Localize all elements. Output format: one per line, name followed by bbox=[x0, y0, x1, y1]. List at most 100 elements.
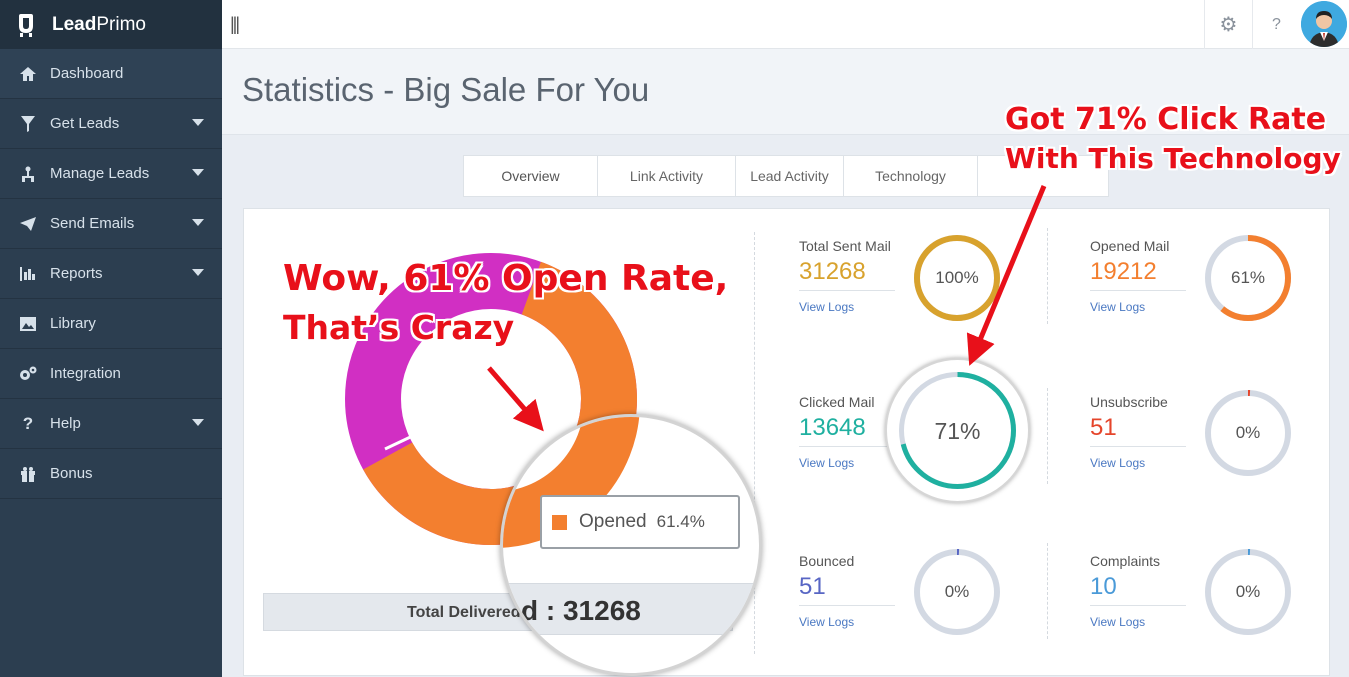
stat-value: 10 bbox=[1090, 573, 1186, 606]
chevron-down-icon bbox=[192, 219, 204, 226]
sidebar-item-send-emails[interactable]: Send Emails bbox=[0, 199, 222, 249]
column-divider bbox=[1047, 388, 1048, 484]
ring-gauge bbox=[1205, 235, 1291, 321]
sidebar-item-integration[interactable]: Integration bbox=[0, 349, 222, 399]
sidebar-item-help[interactable]: ? Help bbox=[0, 399, 222, 449]
view-logs-link[interactable]: View Logs bbox=[1090, 300, 1146, 314]
stat-complaints: Complaints 10 View Logs bbox=[1090, 553, 1186, 629]
sidebar-item-label: Reports bbox=[50, 265, 103, 282]
view-logs-link[interactable]: View Logs bbox=[799, 615, 855, 629]
sidebar-item-label: Library bbox=[50, 315, 96, 332]
total-delivered-label: Total Delivered bbox=[407, 604, 521, 621]
donut-slice-separator bbox=[384, 397, 492, 451]
user-avatar-icon bbox=[1301, 1, 1347, 47]
sidebar: LeadPrimo Dashboard Get Leads Manage Leads… bbox=[0, 0, 222, 677]
view-logs-link[interactable]: View Logs bbox=[1090, 456, 1146, 470]
paper-plane-icon bbox=[18, 215, 38, 233]
zoomed-total-bar: d : 31268 bbox=[503, 583, 759, 635]
stat-value: 51 bbox=[1090, 414, 1186, 447]
gear-icon: ⚙ bbox=[1219, 14, 1238, 36]
sidebar-item-label: Dashboard bbox=[50, 65, 124, 82]
view-logs-link[interactable]: View Logs bbox=[799, 300, 855, 314]
stat-label: Complaints bbox=[1090, 553, 1161, 569]
column-divider bbox=[1047, 543, 1048, 639]
ring-percent: 100% bbox=[935, 268, 979, 287]
help-button[interactable]: ? bbox=[1252, 0, 1300, 49]
sidebar-item-label: Manage Leads bbox=[50, 165, 150, 182]
sidebar-item-library[interactable]: Library bbox=[0, 299, 222, 349]
sidebar-item-dashboard[interactable]: Dashboard bbox=[0, 49, 222, 99]
chart-tooltip: Opened 61.4% bbox=[540, 495, 740, 549]
ring-progress-arc bbox=[1205, 549, 1291, 635]
column-divider bbox=[754, 232, 755, 654]
magnet-logo-icon bbox=[19, 13, 33, 37]
stat-label: Total Sent Mail bbox=[799, 238, 891, 254]
gift-icon bbox=[18, 465, 38, 483]
clicked-magnifier bbox=[885, 358, 1030, 503]
sidebar-item-bonus[interactable]: Bonus bbox=[0, 449, 222, 499]
chevron-down-icon bbox=[192, 269, 204, 276]
stat-label: Clicked Mail bbox=[799, 394, 875, 410]
total-delivered-value: d : 31268 bbox=[521, 595, 641, 626]
ring-complaints: 0% bbox=[1205, 549, 1291, 635]
annotation-open-rate: Wow, 61% Open Rate, bbox=[283, 258, 729, 299]
chevron-down-icon bbox=[192, 169, 204, 176]
ring-progress-arc bbox=[914, 549, 1000, 635]
sidebar-item-reports[interactable]: Reports bbox=[0, 249, 222, 299]
menu-toggle-button[interactable]: ||| bbox=[230, 14, 240, 34]
tooltip-label: Opened bbox=[579, 511, 647, 532]
ring-opened: 61% bbox=[1205, 235, 1291, 321]
ring-progress-arc bbox=[1205, 235, 1291, 321]
question-icon: ? bbox=[22, 413, 34, 433]
topbar: ||| ⚙ ? bbox=[222, 0, 1349, 49]
view-logs-link[interactable]: View Logs bbox=[799, 456, 855, 470]
column-divider bbox=[1047, 228, 1048, 324]
tab-overview[interactable]: Overview bbox=[464, 156, 598, 196]
page-title: Statistics - Big Sale For You bbox=[242, 71, 650, 108]
settings-button[interactable]: ⚙ bbox=[1204, 0, 1252, 49]
stat-bounced: Bounced 51 View Logs bbox=[799, 553, 895, 629]
ring-clicked: 71% bbox=[899, 372, 1016, 489]
ring-total-sent: 100% bbox=[914, 235, 1000, 321]
chevron-down-icon bbox=[192, 419, 204, 426]
logo[interactable]: LeadPrimo bbox=[0, 0, 222, 49]
gears-icon bbox=[18, 365, 38, 383]
chevron-down-icon bbox=[192, 119, 204, 126]
sidebar-item-label: Bonus bbox=[50, 465, 93, 482]
annotation-open-rate-sub: That’s Crazy bbox=[283, 308, 515, 347]
ring-percent: 61% bbox=[1230, 268, 1266, 287]
stat-value: 13648 bbox=[799, 414, 895, 447]
stat-opened: Opened Mail 19212 View Logs bbox=[1090, 238, 1186, 314]
stat-value: 51 bbox=[799, 573, 895, 606]
sidebar-item-get-leads[interactable]: Get Leads bbox=[0, 99, 222, 149]
ring-percent: 71% bbox=[934, 418, 981, 444]
stat-total-sent: Total Sent Mail 31268 View Logs bbox=[799, 238, 895, 314]
view-logs-link[interactable]: View Logs bbox=[1090, 615, 1146, 629]
tooltip-swatch bbox=[552, 514, 567, 530]
ring-percent: 0% bbox=[1235, 423, 1261, 442]
ring-gauge bbox=[1205, 549, 1291, 635]
stat-label: Bounced bbox=[799, 553, 855, 569]
funnel-icon bbox=[18, 115, 38, 133]
bar-chart-icon bbox=[18, 265, 38, 283]
tab-link-activity[interactable]: Link Activity bbox=[598, 156, 736, 196]
ring-percent: 0% bbox=[1235, 582, 1261, 601]
tab-technology[interactable]: Technology bbox=[844, 156, 978, 196]
stat-label: Opened Mail bbox=[1090, 238, 1170, 254]
home-icon bbox=[18, 65, 38, 83]
sidebar-item-label: Send Emails bbox=[50, 215, 135, 232]
ring-gauge bbox=[1205, 390, 1291, 476]
stat-clicked: Clicked Mail 13648 View Logs bbox=[799, 394, 895, 470]
stats-tabs: Overview Link Activity Lead Activity Tec… bbox=[463, 155, 1109, 197]
sidebar-item-manage-leads[interactable]: Manage Leads bbox=[0, 149, 222, 199]
avatar[interactable] bbox=[1301, 1, 1347, 47]
ring-progress-arc bbox=[1205, 390, 1291, 476]
tab-lead-activity[interactable]: Lead Activity bbox=[736, 156, 844, 196]
ring-bounced: 0% bbox=[914, 549, 1000, 635]
sidebar-item-label: Integration bbox=[50, 365, 121, 382]
sitemap-icon bbox=[18, 165, 38, 183]
page-header: Statistics - Big Sale For You bbox=[222, 49, 1349, 135]
brand-name: LeadPrimo bbox=[52, 13, 146, 35]
chart-magnifier: Opened 61.4% d : 31268 bbox=[500, 414, 762, 676]
ring-gauge bbox=[899, 372, 1016, 489]
